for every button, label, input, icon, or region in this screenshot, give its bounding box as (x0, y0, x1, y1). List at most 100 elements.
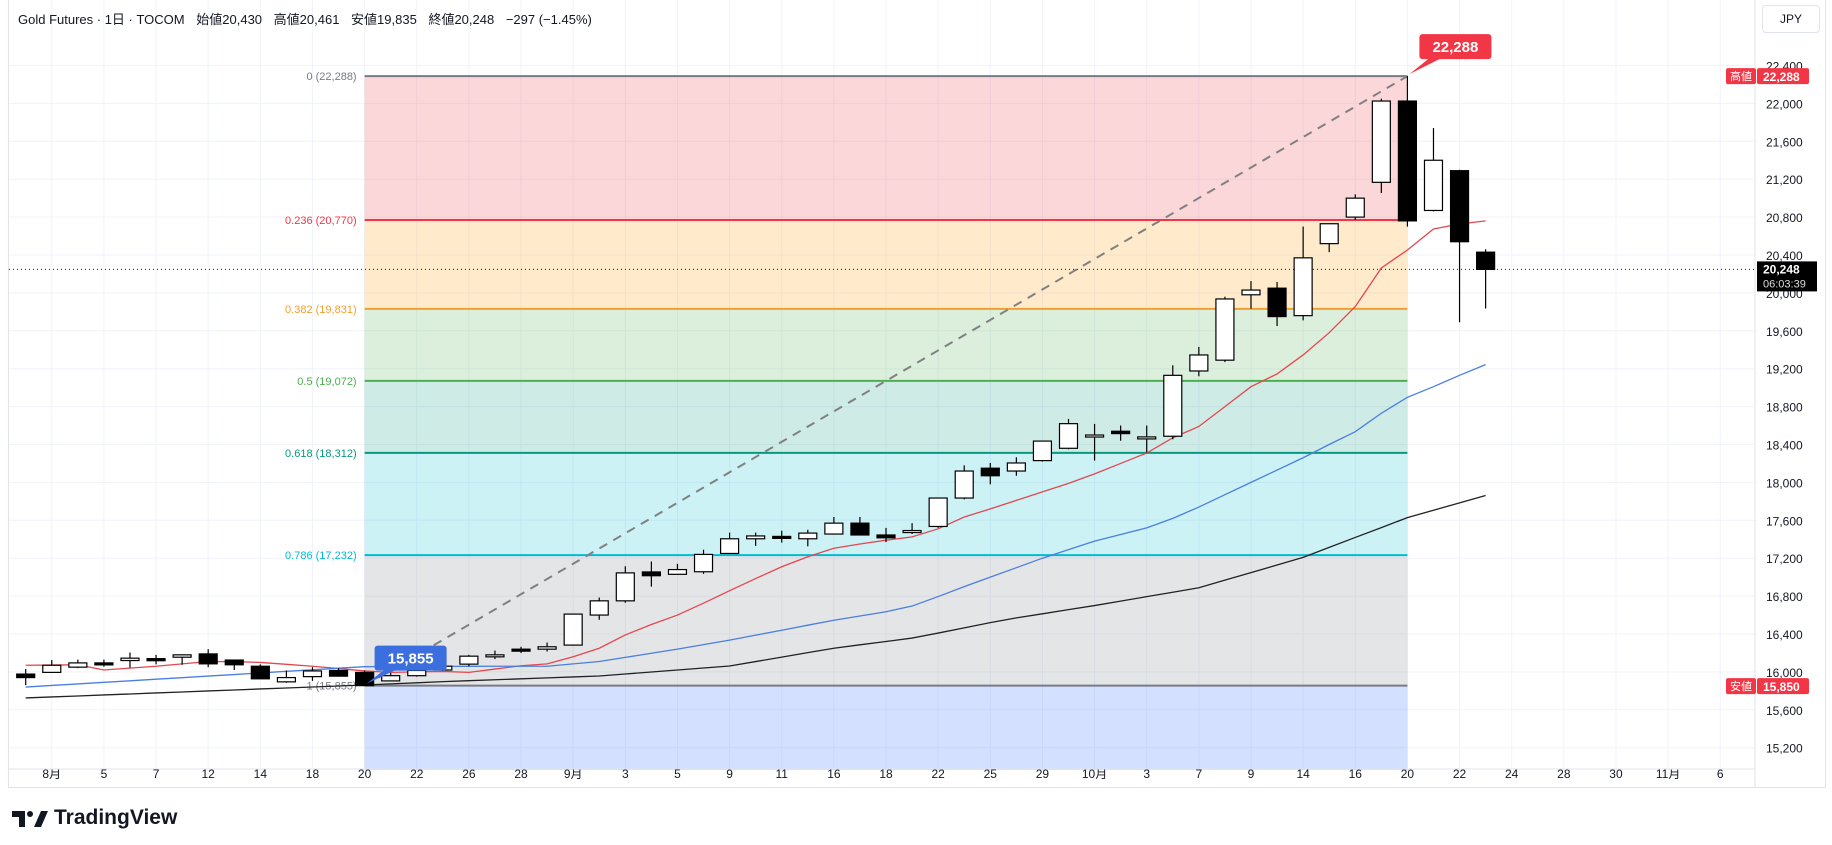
candle (824, 516, 844, 535)
candle-body (1111, 430, 1131, 435)
candle-body (537, 646, 557, 650)
candle-body (1058, 423, 1079, 449)
y-tick-label: 21,600 (1766, 135, 1803, 149)
x-tick-label: 7 (153, 767, 160, 781)
candle (537, 642, 557, 652)
candle (954, 465, 974, 500)
change-value: −297 (−1.45%) (505, 12, 592, 27)
candle (1397, 76, 1418, 227)
candle (1215, 296, 1235, 363)
high-price-label: 22,288 (1763, 70, 1800, 84)
candle-body (824, 522, 844, 535)
x-tick-label: 22 (410, 767, 424, 781)
candle (381, 672, 401, 682)
x-tick-label: 25 (984, 767, 998, 781)
candle-body (902, 529, 922, 534)
candle-body (746, 535, 766, 540)
tradingview-logo-icon (12, 811, 48, 827)
x-tick-label: 16 (827, 767, 841, 781)
candle (355, 670, 375, 687)
candle (1345, 194, 1365, 220)
x-tick-label: 16 (1349, 767, 1363, 781)
candle (589, 597, 609, 620)
x-tick-label: 18 (306, 767, 320, 781)
callout-pointer (366, 669, 397, 684)
tradingview-logo[interactable]: TradingView (12, 806, 177, 830)
candle (615, 566, 635, 603)
candle-body (615, 572, 635, 602)
candle (1006, 457, 1026, 476)
candle-body (1293, 257, 1313, 317)
candle-body (42, 664, 62, 673)
x-tick-label: 29 (1036, 767, 1050, 781)
candle-body (146, 658, 166, 662)
x-tick-label: 11月 (1656, 767, 1680, 781)
candle (641, 561, 661, 587)
y-tick-label: 19,600 (1766, 325, 1803, 339)
price-callout-text: 15,855 (388, 651, 434, 668)
price-callout (1419, 34, 1492, 60)
candle (1293, 226, 1313, 321)
candle-body (772, 535, 792, 540)
candle-body (381, 675, 401, 682)
candle (1319, 223, 1339, 253)
fib-level-label: 0.786 (17,232) (285, 550, 357, 562)
moving-average-line (25, 494, 1486, 699)
candle-body (1267, 287, 1287, 318)
candle-body (407, 669, 427, 677)
candle-body (485, 654, 505, 658)
candle-body (120, 657, 140, 662)
y-tick-label: 22,000 (1766, 97, 1803, 111)
x-tick-label: 30 (1609, 767, 1623, 781)
candle (1032, 440, 1053, 462)
y-tick-label: 20,800 (1766, 211, 1803, 225)
last-price-box (1757, 261, 1817, 292)
candle (928, 497, 948, 528)
candle (42, 660, 62, 673)
low-value: 安値19,835 (351, 12, 417, 27)
candle-body (954, 470, 974, 499)
candle-body (1345, 197, 1365, 218)
x-tick-label: 7 (1196, 767, 1203, 781)
candle (850, 516, 870, 536)
candle (1449, 169, 1470, 323)
y-tick-label: 19,200 (1766, 363, 1803, 377)
fib-zone (364, 219, 1408, 309)
symbol-title[interactable]: Gold Futures · 1日 · TOCOM (18, 12, 185, 27)
candle-body (693, 553, 714, 573)
candle (198, 649, 218, 668)
candle-body (589, 600, 609, 616)
logo-text: TradingView (54, 806, 178, 829)
x-tick-label: 5 (674, 767, 681, 781)
fib-level-label: 0.236 (20,770) (285, 215, 357, 227)
x-tick-label: 14 (1296, 767, 1310, 781)
currency-button[interactable]: JPY (1762, 5, 1820, 33)
x-tick-label: 28 (514, 767, 528, 781)
x-tick-label: 22 (931, 767, 945, 781)
candle-body (172, 654, 192, 658)
candle-body (511, 648, 531, 652)
price-callout-text: 22,288 (1432, 39, 1478, 56)
y-tick-label: 15,600 (1766, 704, 1803, 718)
candle-body (1476, 251, 1496, 271)
y-tick-label: 15,200 (1766, 742, 1803, 756)
candle-body (1163, 374, 1183, 437)
candle-body (1397, 100, 1418, 222)
x-tick-label: 24 (1505, 767, 1519, 781)
candle (1137, 425, 1157, 453)
y-tick-label: 16,000 (1766, 666, 1803, 680)
candle (876, 527, 896, 543)
low-price-box (1757, 678, 1809, 695)
candle-body (1423, 159, 1444, 212)
candle-body (850, 522, 870, 536)
candle (1189, 346, 1209, 377)
candle-body (928, 497, 948, 528)
candle (224, 659, 244, 671)
candle-body (667, 568, 688, 575)
x-tick-label: 12 (202, 767, 216, 781)
x-tick-label: 26 (462, 767, 476, 781)
x-tick-label: 9 (1248, 767, 1255, 781)
candle-body (1084, 434, 1105, 438)
candle (68, 659, 88, 669)
